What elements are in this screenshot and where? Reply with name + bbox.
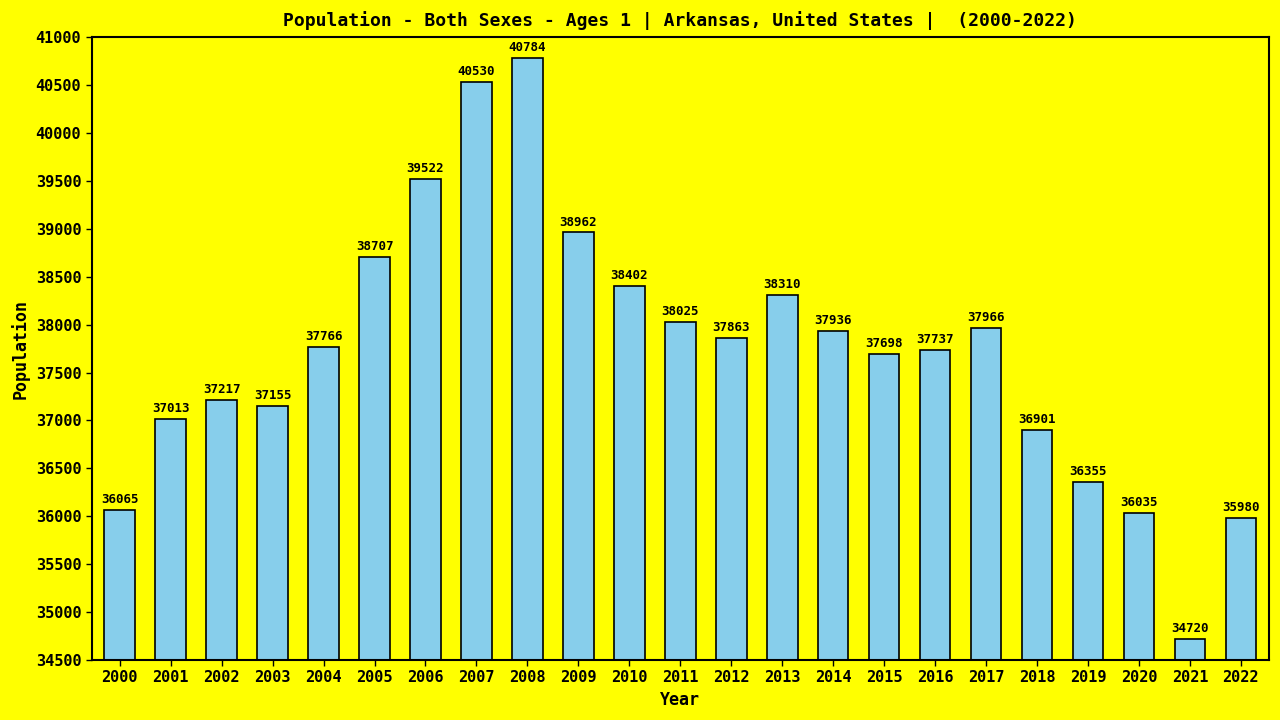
Text: 36901: 36901 bbox=[1019, 413, 1056, 426]
Text: 37155: 37155 bbox=[253, 389, 292, 402]
Bar bbox=[257, 405, 288, 660]
Bar bbox=[666, 323, 695, 660]
Title: Population - Both Sexes - Ages 1 | Arkansas, United States |  (2000-2022): Population - Both Sexes - Ages 1 | Arkan… bbox=[283, 11, 1078, 30]
Text: 38025: 38025 bbox=[662, 305, 699, 318]
Text: 38962: 38962 bbox=[559, 215, 596, 229]
Bar bbox=[360, 257, 390, 660]
Y-axis label: Population: Population bbox=[12, 299, 31, 399]
Text: 37737: 37737 bbox=[916, 333, 954, 346]
X-axis label: Year: Year bbox=[660, 691, 700, 709]
Text: 36035: 36035 bbox=[1120, 496, 1157, 509]
Bar bbox=[818, 330, 849, 660]
Bar bbox=[206, 400, 237, 660]
Text: 40530: 40530 bbox=[458, 66, 495, 78]
Bar bbox=[1073, 482, 1103, 660]
Bar bbox=[716, 338, 746, 660]
Text: 35980: 35980 bbox=[1222, 501, 1260, 514]
Text: 37217: 37217 bbox=[204, 383, 241, 396]
Bar bbox=[767, 295, 797, 660]
Bar bbox=[970, 328, 1001, 660]
Text: 34720: 34720 bbox=[1171, 622, 1208, 635]
Bar bbox=[563, 233, 594, 660]
Text: 38707: 38707 bbox=[356, 240, 393, 253]
Bar bbox=[461, 82, 492, 660]
Bar bbox=[614, 286, 645, 660]
Text: 40784: 40784 bbox=[508, 41, 547, 54]
Text: 36065: 36065 bbox=[101, 493, 138, 506]
Bar bbox=[512, 58, 543, 660]
Text: 38402: 38402 bbox=[611, 269, 648, 282]
Text: 37013: 37013 bbox=[152, 402, 189, 415]
Bar bbox=[1175, 639, 1206, 660]
Text: 37863: 37863 bbox=[713, 321, 750, 334]
Text: 37766: 37766 bbox=[305, 330, 342, 343]
Text: 38310: 38310 bbox=[763, 278, 801, 291]
Bar bbox=[155, 419, 186, 660]
Text: 39522: 39522 bbox=[407, 162, 444, 175]
Bar bbox=[105, 510, 134, 660]
Text: 37966: 37966 bbox=[968, 311, 1005, 324]
Bar bbox=[869, 354, 900, 660]
Bar bbox=[308, 347, 339, 660]
Bar bbox=[1124, 513, 1155, 660]
Bar bbox=[410, 179, 440, 660]
Text: 37936: 37936 bbox=[814, 314, 852, 327]
Bar bbox=[1021, 430, 1052, 660]
Text: 36355: 36355 bbox=[1069, 465, 1107, 478]
Bar bbox=[1225, 518, 1256, 660]
Text: 37698: 37698 bbox=[865, 337, 902, 350]
Bar bbox=[920, 350, 950, 660]
